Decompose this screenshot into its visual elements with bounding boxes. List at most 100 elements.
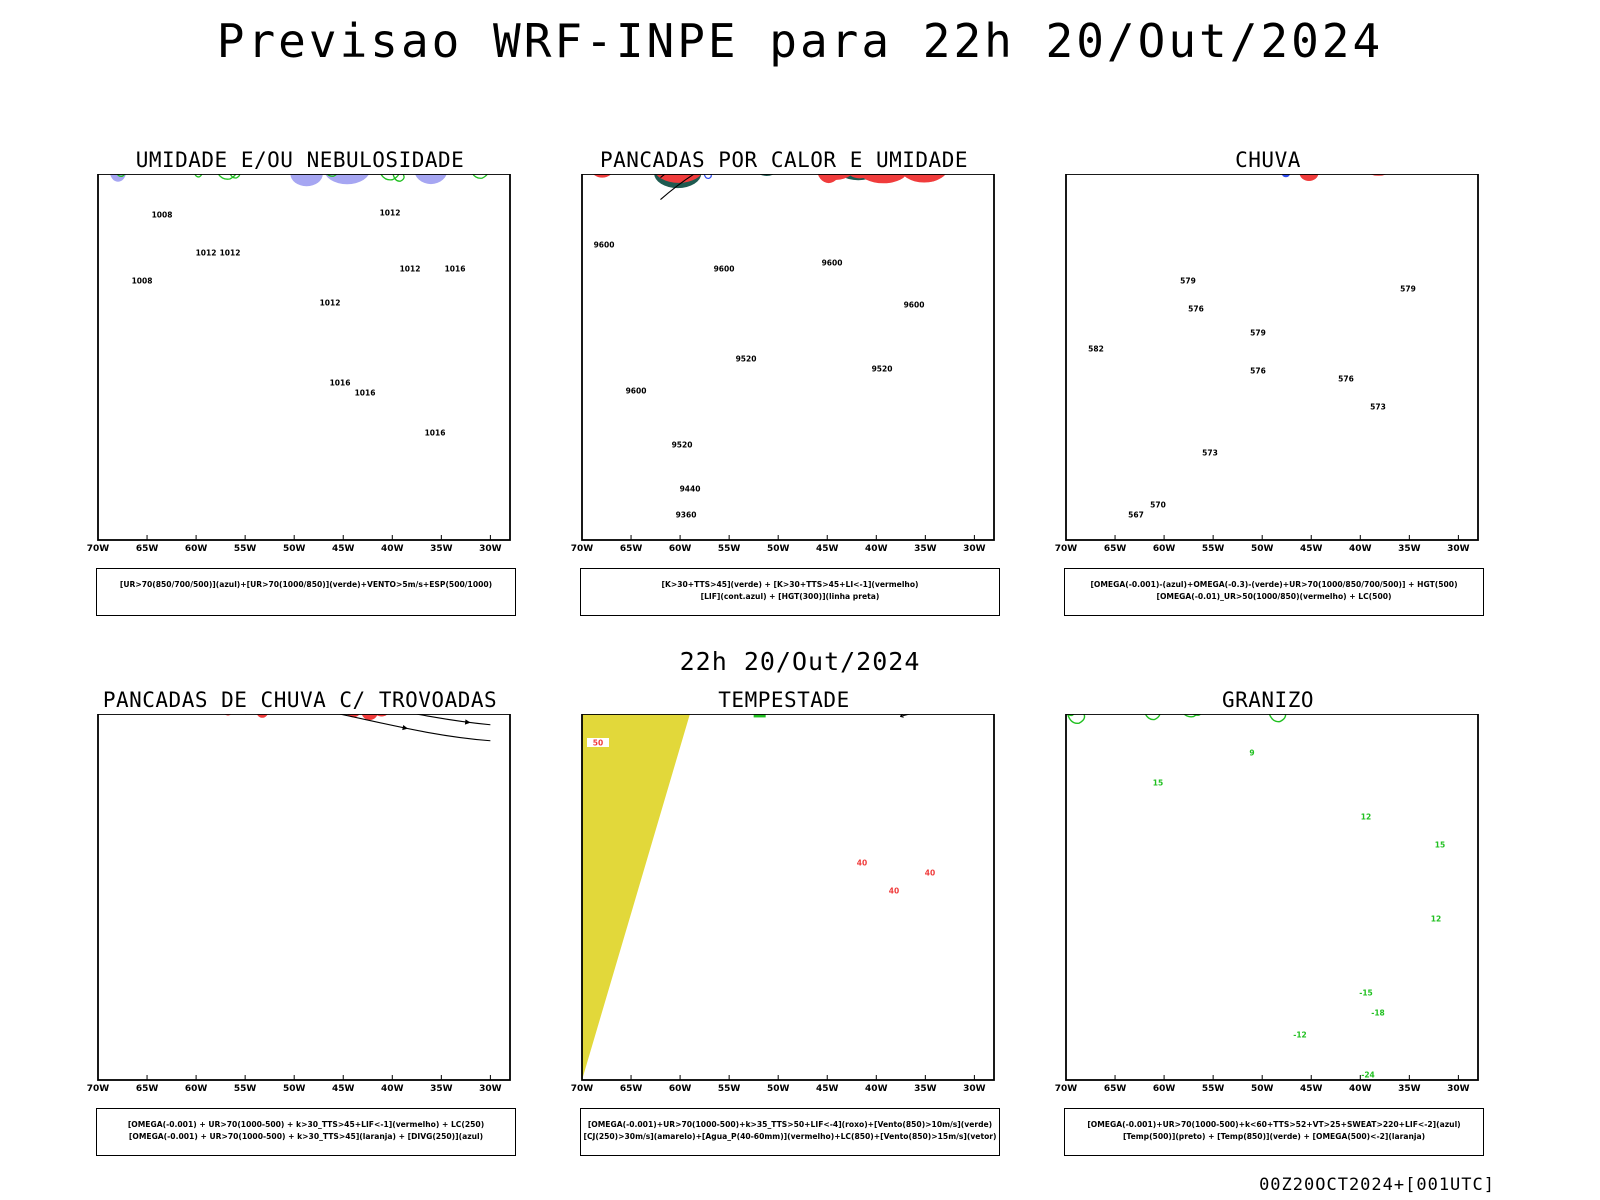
legend-line: [OMEGA(-0.001)+UR>70(1000-500)+k<60+TTS>… xyxy=(1087,1120,1461,1129)
main-title: Previsao WRF-INPE para 22h 20/Out/2024 xyxy=(216,14,1384,68)
lon-tick-label: 55W xyxy=(718,544,741,554)
temp850-contour xyxy=(1066,714,1086,725)
lon-tick-label: 45W xyxy=(332,544,355,554)
legend-line: [OMEGA(-0.001)-(azul)+OMEGA(-0.3)-(verde… xyxy=(1090,580,1458,589)
contour-label-bg xyxy=(679,484,701,493)
contour-label: 1016 xyxy=(332,559,353,568)
contour-label-bg xyxy=(319,298,341,307)
map-pancadas-calor: 9600 9600 9600 9600 9520 9520 9600 9520 9440 9360… xyxy=(571,174,995,554)
contour-label-bg xyxy=(671,440,693,449)
humidity-lower-contour xyxy=(392,174,405,182)
legend-line: [OMEGA(-0.001) + UR>70(1000-500) + k>30_… xyxy=(128,1132,484,1141)
contour-label-bg xyxy=(399,264,421,273)
forecast-run-label: 00Z20OCT2024+[001UTC] xyxy=(1259,1175,1495,1195)
legend-line: [OMEGA(-0.01)_UR>50(1000/850)(vermelho) … xyxy=(1156,592,1392,601)
second-row-time: 22h 20/Out/2024 xyxy=(679,647,921,676)
lon-tick-label: 30W xyxy=(963,1084,986,1094)
contour-label: 1016 xyxy=(355,389,376,398)
lon-tick-label: 35W xyxy=(430,1084,453,1094)
contour-label: 12 xyxy=(1361,813,1371,822)
thunder-red xyxy=(361,714,378,720)
panel-granizo: GRANIZO 15129-12-15-18-24151212S15S18S21… xyxy=(1048,688,1488,1156)
contour-label-bg xyxy=(871,364,893,373)
contour-label: 9520 xyxy=(872,365,893,374)
lon-tick-label: 30W xyxy=(963,544,986,554)
lon-tick-label: 45W xyxy=(1300,544,1323,554)
lon-tick-label: 70W xyxy=(87,1084,110,1094)
lon-tick-label: 40W xyxy=(381,544,404,554)
lon-tick-label: 55W xyxy=(234,544,257,554)
panel-title: CHUVA xyxy=(1235,148,1301,172)
map-tempestade: 5040404012S15S18S21S24S27S30S33S36S39S42… xyxy=(571,714,995,1094)
contour-label-bg xyxy=(331,558,353,567)
panel-legend: [OMEGA(-0.001) + UR>70(1000-500) + k>30_… xyxy=(96,1108,516,1156)
contour-label-bg xyxy=(1177,276,1199,285)
map-background xyxy=(98,174,510,540)
lon-tick-label: 55W xyxy=(718,1084,741,1094)
lon-tick-label: 55W xyxy=(1202,544,1225,554)
panel-tempestade: TEMPESTADE 5040404012S15S18S21S24S27S30S… xyxy=(564,688,1004,1156)
lon-tick-label: 50W xyxy=(1251,544,1274,554)
contour-label: 1012 xyxy=(320,299,341,308)
contour-label-bg xyxy=(1355,988,1377,997)
lon-tick-label: 50W xyxy=(283,1084,306,1094)
contour-label-bg xyxy=(1335,374,1357,383)
contour-label: 9600 xyxy=(594,241,615,250)
contour-label-bg xyxy=(821,258,843,267)
lon-tick-label: 30W xyxy=(479,544,502,554)
lon-tick-label: 35W xyxy=(1398,1084,1421,1094)
contour-label: 15 xyxy=(1153,779,1163,788)
contour-label-bg xyxy=(919,868,941,877)
contour-label: 9520 xyxy=(672,441,693,450)
contour-label-bg xyxy=(444,264,466,273)
contour-label: -12 xyxy=(1293,1031,1307,1040)
contour-label: 1012 xyxy=(380,209,401,218)
lon-tick-label: 70W xyxy=(1055,1084,1078,1094)
contour-label-bg xyxy=(195,248,217,257)
humidity-upper-area xyxy=(325,174,370,185)
contour-label: 576 xyxy=(1188,305,1204,314)
humidity-lower-contour xyxy=(380,174,400,181)
contour-label: 9600 xyxy=(904,301,925,310)
hgt300-contour xyxy=(660,174,696,200)
lon-tick-label: 45W xyxy=(332,1084,355,1094)
temp850-contour xyxy=(1268,714,1287,723)
contour-label: 40 xyxy=(889,887,899,896)
contour-label-bg xyxy=(735,354,757,363)
map-frame xyxy=(581,174,995,541)
panel-legend: [UR>70(850/700/500)](azul)+[UR>70(1000/8… xyxy=(96,568,516,616)
contour-label: -18 xyxy=(1371,1009,1385,1018)
humidity-upper-area xyxy=(414,174,447,185)
map-area: 9600 9600 9600 9600 9520 9520 9600 9520 9440 9360 xyxy=(582,174,994,540)
lon-tick-label: 50W xyxy=(1251,1084,1274,1094)
lon-tick-label: 60W xyxy=(185,544,208,554)
streamline-arrow xyxy=(402,725,409,731)
humidity-lower-contour xyxy=(217,174,237,180)
panel-legend: [K>30+TTS>45](verde) + [K>30+TTS>45+LI<-… xyxy=(580,568,1000,616)
lon-tick-label: 55W xyxy=(234,1084,257,1094)
contour-label-bg xyxy=(379,208,401,217)
map-frame xyxy=(97,174,511,541)
contour-label: 576 xyxy=(1338,375,1354,384)
contour-label: 9600 xyxy=(714,265,735,274)
lon-tick-label: 40W xyxy=(381,1084,404,1094)
lon-tick-label: 30W xyxy=(479,1084,502,1094)
legend-line: [OMEGA(-0.001)+UR>70(1000-500)+k>35_TTS>… xyxy=(587,1120,993,1129)
contour-label: 1016 xyxy=(425,429,446,438)
contour-label: 576 xyxy=(1250,367,1266,376)
contour-label-bg xyxy=(1429,840,1451,849)
contour-label-bg xyxy=(713,264,735,273)
lon-tick-label: 60W xyxy=(185,1084,208,1094)
lon-tick-label: 45W xyxy=(816,544,839,554)
contour-label: 573 xyxy=(1202,449,1218,458)
omega-ur-red xyxy=(1299,174,1319,181)
lon-tick-label: 65W xyxy=(136,1084,159,1094)
lon-tick-label: 40W xyxy=(865,1084,888,1094)
panel-legend: [OMEGA(-0.001)+UR>70(1000-500)+k<60+TTS>… xyxy=(1064,1108,1484,1156)
k-tts-li-area xyxy=(817,174,840,184)
panel-umidade: UMIDADE E/OU NEBULOSIDADE 1012 1008 1012 10… xyxy=(80,148,520,616)
contour-label: 50 xyxy=(593,739,603,748)
contour-label-bg xyxy=(1247,366,1269,375)
lon-tick-label: 65W xyxy=(136,544,159,554)
